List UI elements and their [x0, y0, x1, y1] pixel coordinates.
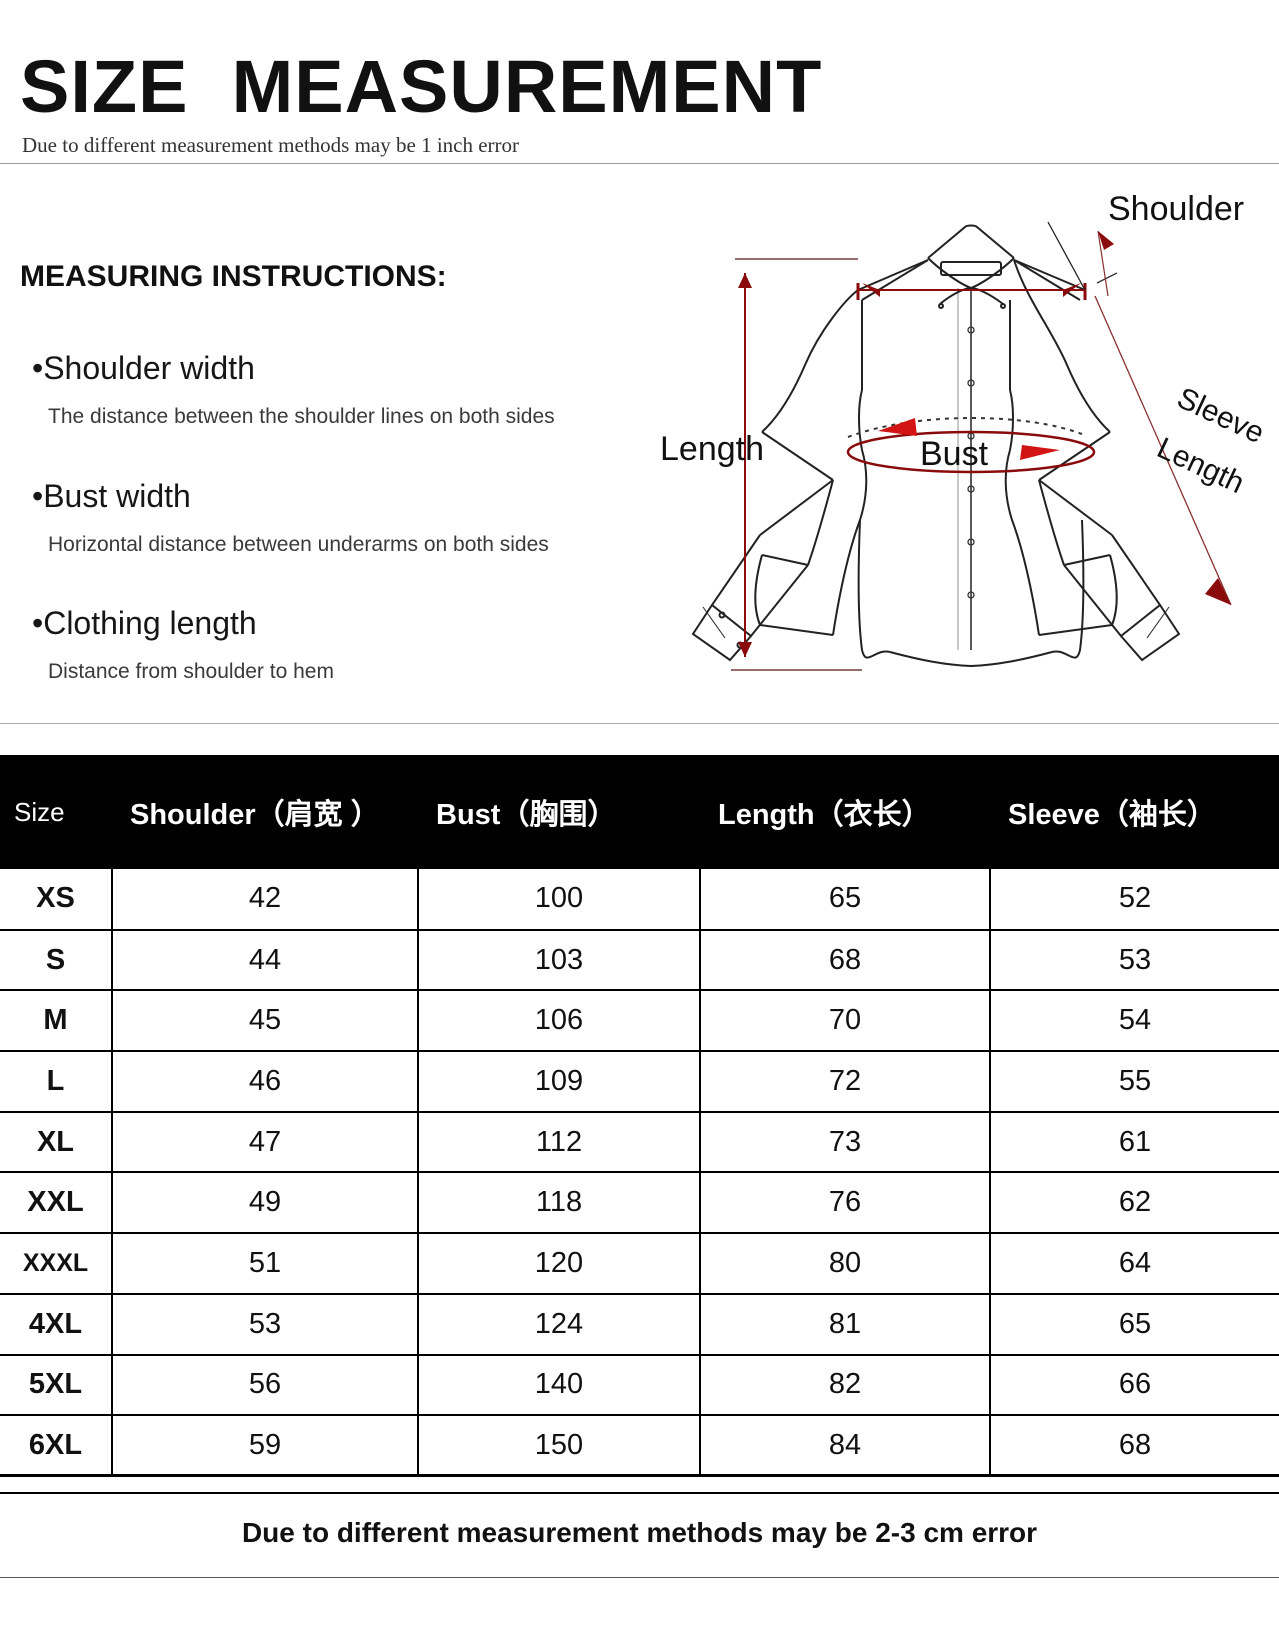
svg-text:Length: Length: [660, 430, 764, 468]
svg-text:Sleeve: Sleeve: [1172, 381, 1269, 450]
svg-text:Length: Length: [1152, 431, 1249, 500]
svg-text:Shoulder: Shoulder: [1108, 190, 1244, 228]
svg-text:Bust: Bust: [920, 435, 989, 473]
